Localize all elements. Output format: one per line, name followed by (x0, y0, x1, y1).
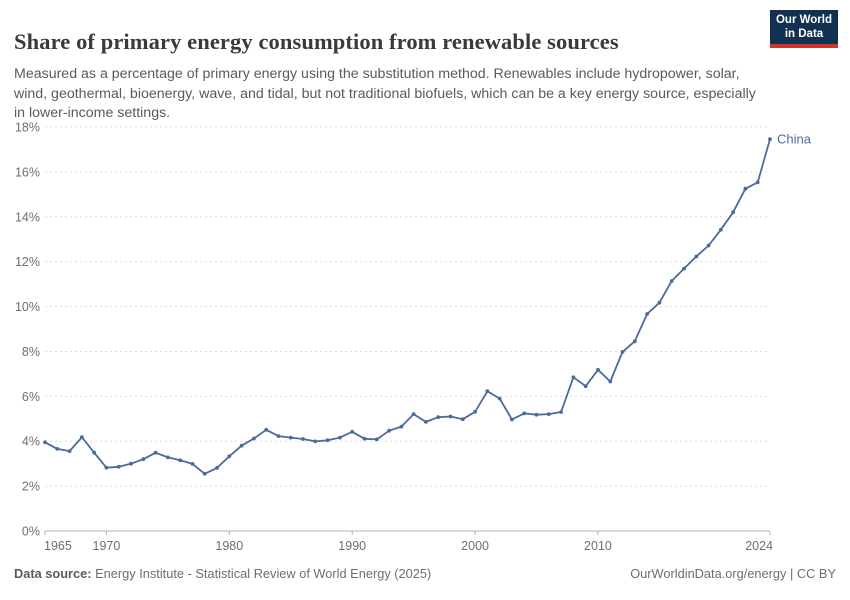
x-axis-label: 2010 (584, 539, 612, 553)
y-axis-label: 4% (22, 435, 40, 449)
data-point-marker (227, 454, 232, 459)
data-point-marker (325, 438, 330, 443)
data-point-marker (301, 437, 305, 441)
data-point-marker (166, 455, 170, 460)
data-point-marker (571, 375, 576, 380)
x-axis-label: 1965 (44, 539, 72, 553)
data-point-marker (313, 439, 318, 444)
y-axis-label: 18% (15, 121, 40, 135)
owid-logo[interactable]: Our World in Data (770, 10, 838, 48)
data-point-marker (706, 243, 711, 248)
data-point-marker (669, 279, 674, 283)
data-point-marker (755, 180, 760, 185)
x-axis-label: 1990 (338, 539, 366, 553)
data-point-marker (731, 210, 735, 215)
page-title: Share of primary energy consumption from… (14, 29, 619, 55)
data-point-marker (92, 450, 97, 455)
data-point-marker (362, 436, 367, 441)
y-axis-label: 0% (22, 525, 40, 539)
data-point-marker (399, 424, 404, 429)
data-point-marker (141, 457, 146, 462)
credit-link[interactable]: OurWorldinData.org/energy | CC BY (630, 566, 836, 581)
data-point-marker (718, 227, 723, 232)
data-point-marker (116, 464, 121, 469)
y-axis-label: 14% (15, 210, 40, 224)
x-axis-label: 1970 (93, 539, 121, 553)
data-point-marker (682, 266, 686, 271)
data-point-marker (288, 435, 293, 440)
data-point-marker (67, 449, 72, 453)
data-point-marker (411, 412, 416, 416)
data-point-marker (436, 415, 441, 420)
data-point-marker (559, 410, 563, 414)
data-point-marker (350, 429, 355, 434)
data-point-marker (387, 428, 391, 433)
x-axis-label: 1980 (215, 539, 243, 553)
data-point-marker (424, 420, 428, 424)
data-point-marker (497, 396, 502, 401)
data-source-label: Data source: (14, 566, 92, 581)
data-point-marker (694, 254, 699, 259)
data-point-marker (534, 412, 539, 417)
data-point-marker (264, 427, 269, 432)
data-point-marker (80, 435, 84, 440)
data-point-marker (632, 339, 637, 344)
y-axis-label: 6% (22, 390, 40, 404)
data-point-marker (55, 447, 60, 451)
owid-logo-line2: in Data (784, 28, 824, 40)
y-axis-label: 12% (15, 255, 40, 269)
data-point-marker (583, 384, 588, 389)
data-point-marker (129, 461, 133, 466)
data-point-marker (178, 458, 183, 463)
owid-logo-line1: Our World (775, 13, 832, 26)
data-point-marker (202, 471, 207, 476)
data-point-marker (276, 434, 281, 438)
y-axis-label: 8% (22, 345, 40, 359)
x-axis-label: 2024 (745, 539, 773, 553)
data-point-marker (608, 379, 613, 384)
y-axis-label: 10% (15, 300, 40, 314)
data-point-marker (768, 137, 772, 142)
data-point-marker (645, 312, 649, 316)
y-axis-label: 16% (15, 165, 40, 179)
data-source-text: Energy Institute - Statistical Review of… (91, 566, 432, 581)
data-point-marker (620, 350, 625, 354)
data-point-marker (743, 186, 748, 191)
data-source: Data source: Energy Institute - Statisti… (14, 566, 431, 581)
data-point-marker (448, 414, 453, 419)
data-point-marker (43, 440, 47, 445)
data-point-marker (239, 443, 244, 448)
data-point-marker (190, 462, 195, 466)
data-point-marker (657, 300, 662, 305)
series-label-china: China (777, 132, 812, 147)
data-point-marker (252, 436, 256, 441)
y-axis-label: 2% (22, 480, 40, 494)
data-point-marker (153, 450, 158, 455)
data-point-marker (473, 409, 477, 414)
data-point-marker (485, 389, 490, 394)
series-line-china (44, 138, 771, 475)
data-point-marker (546, 412, 551, 416)
data-point-marker (596, 367, 600, 372)
data-point-marker (460, 417, 465, 422)
data-point-marker (522, 411, 527, 416)
x-axis-label: 2000 (461, 539, 489, 553)
chart-footer: Data source: Energy Institute - Statisti… (0, 566, 850, 581)
data-point-marker (215, 466, 219, 470)
data-point-marker (338, 435, 342, 440)
data-point-marker (104, 465, 109, 470)
data-point-marker (510, 417, 514, 422)
chart-subtitle: Measured as a percentage of primary ener… (14, 66, 756, 122)
data-point-marker (374, 437, 379, 442)
